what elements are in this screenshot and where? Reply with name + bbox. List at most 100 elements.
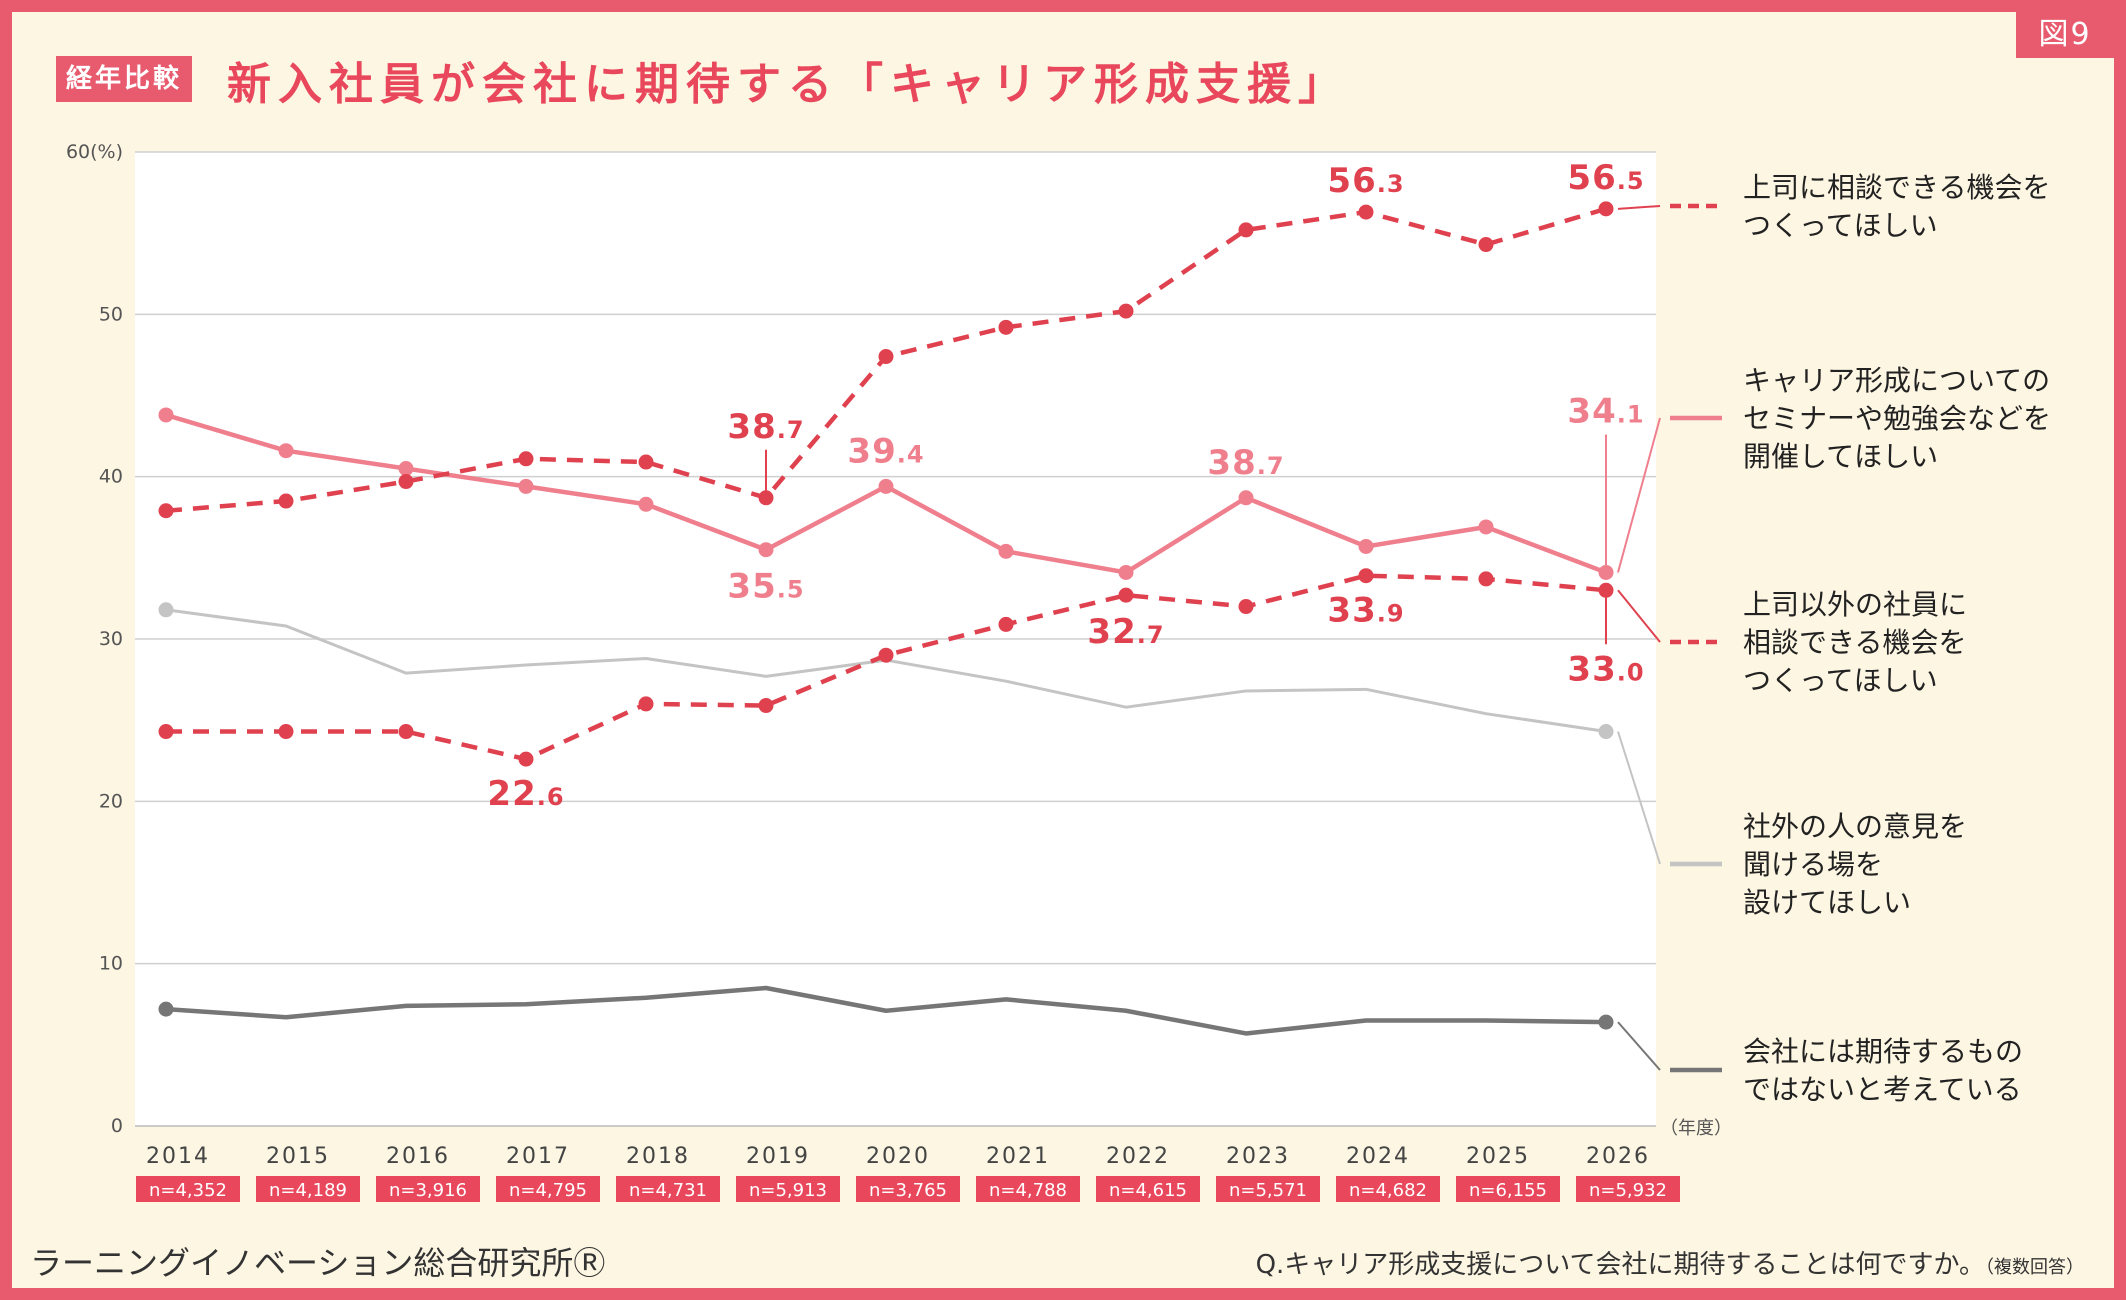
sample-size-badge: n=4,788 [976,1176,1080,1202]
data-label: 34.1 [1567,391,1644,431]
legend-connector [1617,205,1661,210]
legend-label: セミナーや勉強会などを [1743,402,2051,435]
sample-size-label: n=5,571 [1229,1180,1307,1201]
y-tick-label: 40 [99,466,123,488]
data-point [158,724,174,740]
y-tick-label: 10 [99,953,123,975]
legend-connector [1617,417,1661,573]
data-point [518,478,534,494]
data-point [1358,568,1374,584]
data-point [998,543,1014,559]
sample-size-badge: n=4,189 [256,1176,360,1202]
sample-size-label: n=3,765 [869,1180,947,1201]
figure-number-badge: 図9 [2016,12,2114,58]
sample-size-badge: n=3,916 [376,1176,480,1202]
sample-size-box [1216,1176,1320,1202]
data-point [878,478,894,494]
data-label: 38.7 [727,407,804,447]
data-point [758,542,774,558]
sample-size-label: n=4,615 [1109,1180,1187,1201]
sample-size-box [976,1176,1080,1202]
sample-size-label: n=3,916 [389,1180,467,1201]
sample-size-badge: n=5,913 [736,1176,840,1202]
y-tick-label: 0 [111,1115,123,1137]
data-point [878,349,894,365]
sample-size-label: n=4,788 [989,1180,1067,1201]
data-point [638,496,654,512]
data-label: 56.3 [1327,161,1404,201]
data-point [1238,599,1254,615]
x-tick-label: 2026 [1586,1144,1650,1169]
data-point [1478,237,1494,253]
sample-size-box [1336,1176,1440,1202]
data-point [1358,204,1374,220]
x-tick-label: 2025 [1466,1144,1530,1169]
data-point [1118,303,1134,319]
data-point [398,474,414,490]
sample-size-box [736,1176,840,1202]
legend-label: つくってほしい [1743,664,1938,697]
legend-connector [1617,731,1661,865]
data-point [158,407,174,423]
x-tick-label: 2019 [746,1144,810,1169]
legend-connector [1617,589,1661,643]
data-point [758,698,774,714]
x-tick-label: 2020 [866,1144,930,1169]
sample-size-badge: n=4,731 [616,1176,720,1202]
data-label: 56.5 [1567,158,1644,198]
x-tick-label: 2021 [986,1144,1050,1169]
sample-size-label: n=4,795 [509,1180,587,1201]
series-nothing [158,985,1614,1036]
data-point [1478,571,1494,587]
data-point [1238,490,1254,506]
sample-size-label: n=5,913 [749,1180,827,1201]
legend-label: キャリア形成についての [1743,364,2050,397]
sample-size-box [616,1176,720,1202]
survey-question: Q.キャリア形成支援について会社に期待することは何ですか。（複数回答） [1256,1244,2084,1281]
data-label: 39.4 [847,431,924,471]
legend-label: 会社には期待するもの [1743,1035,2023,1068]
sample-size-badge: n=5,932 [1576,1176,1680,1202]
data-point [518,751,534,767]
data-point [1598,724,1614,740]
survey-question-note: （複数回答） [1985,1257,2084,1278]
legend-label: 設けてほしい [1743,886,1911,919]
data-label: 22.6 [487,774,564,814]
data-point [278,724,294,740]
data-point [878,647,894,663]
data-point [638,696,654,712]
series-line [165,985,1607,1036]
sample-size-box [256,1176,360,1202]
legend-connector [1617,1021,1661,1071]
x-tick-label: 2014 [146,1144,210,1169]
sample-size-label: n=5,932 [1589,1180,1667,1201]
y-tick-label: 50 [99,303,123,325]
sample-size-badge: n=4,352 [136,1176,240,1202]
sample-size-box [1576,1176,1680,1202]
data-point [1118,587,1134,603]
data-point [278,443,294,459]
y-tick-label: 60(%) [66,141,123,163]
sample-size-box [136,1176,240,1202]
sample-size-badge: n=4,682 [1336,1176,1440,1202]
data-point [1238,222,1254,238]
legend-label: 相談できる機会を [1743,626,1966,659]
sample-size-label: n=4,352 [149,1180,227,1201]
data-point [998,616,1014,632]
sample-size-box [1456,1176,1560,1202]
sample-size-label: n=6,155 [1469,1180,1547,1201]
data-label: 33.9 [1327,591,1404,631]
data-label: 38.7 [1207,443,1284,483]
sample-size-badge: n=3,765 [856,1176,960,1202]
data-point [1598,1014,1614,1030]
sample-size-badge: n=4,615 [1096,1176,1200,1202]
sample-size-box [496,1176,600,1202]
sample-size-badge: n=4,795 [496,1176,600,1202]
data-point [1598,201,1614,217]
legend-label: 社外の人の意見を [1743,810,1967,843]
x-tick-label: 2018 [626,1144,690,1169]
x-tick-label: 2016 [386,1144,450,1169]
